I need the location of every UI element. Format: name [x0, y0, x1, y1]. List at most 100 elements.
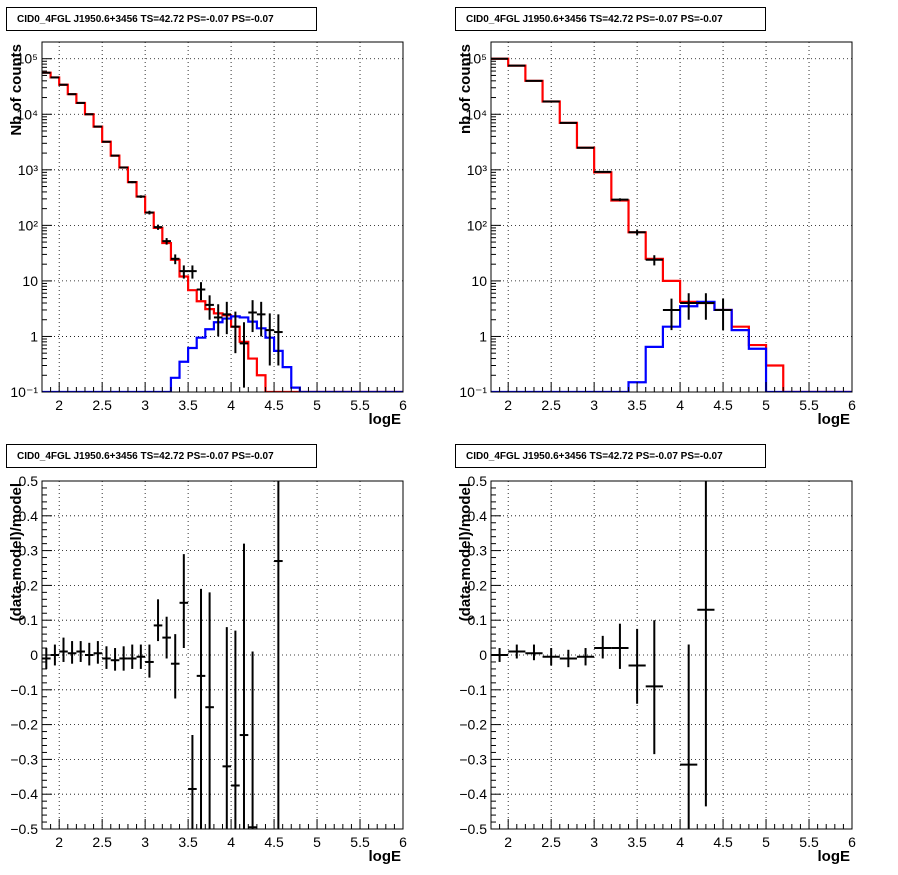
data-point	[662, 298, 681, 331]
y-tick-label: 1	[30, 328, 38, 344]
data-point	[119, 646, 128, 671]
data-point	[205, 295, 214, 320]
x-tick-label: 4	[227, 397, 235, 413]
x-tick-label: 4	[676, 834, 684, 850]
data-point	[645, 255, 663, 266]
x-tick-label: 6	[848, 397, 856, 413]
data-point	[153, 599, 163, 642]
y-tick-label: 10⁻¹	[10, 384, 38, 400]
data-point	[239, 543, 249, 829]
title-box-bottom-left: CID0_4FGL J1950.6+3456 TS=42.72 PS=-0.07…	[6, 444, 317, 468]
data-point	[542, 648, 560, 666]
data-point	[274, 314, 283, 366]
data-point	[110, 648, 120, 671]
y-tick-label: 10⁴	[16, 106, 38, 122]
x-tick-label: 2.5	[92, 834, 112, 850]
x-tick-label: 5.5	[799, 834, 819, 850]
title-box-bottom-right: CID0_4FGL J1950.6+3456 TS=42.72 PS=-0.07…	[455, 444, 766, 468]
data-point	[611, 623, 629, 669]
y-tick-label: −0.5	[10, 821, 38, 837]
y-axis-label: (data-model)/model	[457, 483, 474, 621]
y-axis-label: (data-model)/model	[8, 483, 25, 621]
data-point	[222, 627, 232, 829]
data-point	[274, 481, 283, 829]
data-point	[205, 592, 214, 829]
x-tick-label: 4	[227, 834, 235, 850]
data-point	[611, 198, 629, 202]
data-point	[93, 641, 103, 664]
y-tick-label: 0.4	[19, 508, 39, 524]
data-point	[697, 481, 715, 807]
data-point	[559, 121, 577, 124]
y-tick-label: −0.4	[10, 786, 38, 802]
data-point	[102, 646, 111, 669]
data-point	[127, 644, 137, 669]
data-point	[213, 304, 223, 337]
data-point	[645, 620, 663, 755]
x-tick-label: 5.5	[350, 397, 370, 413]
x-tick-label: 3.5	[178, 834, 198, 850]
data-point	[110, 154, 120, 157]
data-point	[153, 224, 163, 230]
y-tick-label: −0.2	[459, 717, 487, 733]
x-tick-label: 5.5	[799, 397, 819, 413]
y-tick-label: 10⁴	[465, 106, 487, 122]
histogram-series-line	[491, 300, 852, 392]
title-box-top-right: CID0_4FGL J1950.6+3456 TS=42.72 PS=-0.07…	[455, 7, 766, 31]
data-point	[525, 644, 543, 661]
y-tick-label: 10²	[18, 217, 39, 233]
y-tick-label: 10²	[467, 217, 488, 233]
histogram-series-line	[42, 315, 403, 392]
x-tick-label: 6	[399, 397, 407, 413]
x-tick-label: 5	[313, 397, 321, 413]
x-tick-label: 2.5	[92, 397, 112, 413]
data-point	[697, 293, 715, 320]
y-tick-label: −0.3	[459, 751, 487, 767]
data-point	[84, 642, 94, 666]
data-point	[162, 238, 171, 245]
data-point	[188, 735, 197, 829]
data-point	[714, 298, 732, 331]
x-tick-label: 2	[504, 834, 512, 850]
y-tick-label: 0.4	[468, 508, 488, 524]
x-tick-label: 3	[141, 834, 149, 850]
x-axis-label: logE	[369, 411, 402, 428]
x-axis-label: logE	[818, 411, 851, 428]
data-point	[231, 311, 240, 354]
data-point	[222, 301, 232, 335]
plot-data	[42, 71, 403, 392]
y-tick-label: 0	[30, 647, 38, 663]
y-tick-label: 0.2	[468, 577, 488, 593]
title-box-top-left: CID0_4FGL J1950.6+3456 TS=42.72 PS=-0.07…	[6, 7, 317, 31]
y-tick-label: 0.1	[19, 612, 39, 628]
data-point	[76, 101, 85, 104]
x-tick-label: 2	[55, 397, 63, 413]
x-tick-label: 5.5	[350, 834, 370, 850]
y-tick-label: 0.3	[19, 543, 39, 559]
data-point	[239, 322, 249, 388]
y-tick-label: 10³	[467, 162, 488, 178]
x-tick-label: 3.5	[627, 834, 647, 850]
x-axis-label: logE	[818, 848, 851, 865]
data-point	[136, 644, 146, 669]
data-point	[680, 293, 698, 320]
data-point	[680, 644, 698, 829]
y-tick-label: 1	[479, 328, 487, 344]
x-tick-label: 3	[590, 397, 598, 413]
x-tick-label: 2	[504, 397, 512, 413]
data-point	[42, 648, 51, 669]
data-point	[594, 635, 612, 659]
y-tick-label: 0.1	[468, 612, 488, 628]
x-tick-label: 4.5	[713, 397, 733, 413]
data-point	[196, 588, 206, 829]
data-point	[162, 616, 171, 659]
y-axis-label: nb of counts	[457, 44, 474, 134]
data-point	[127, 181, 137, 184]
data-point	[576, 648, 595, 666]
y-tick-label: 0.3	[468, 543, 488, 559]
y-tick-label: 10⁻¹	[459, 384, 487, 400]
